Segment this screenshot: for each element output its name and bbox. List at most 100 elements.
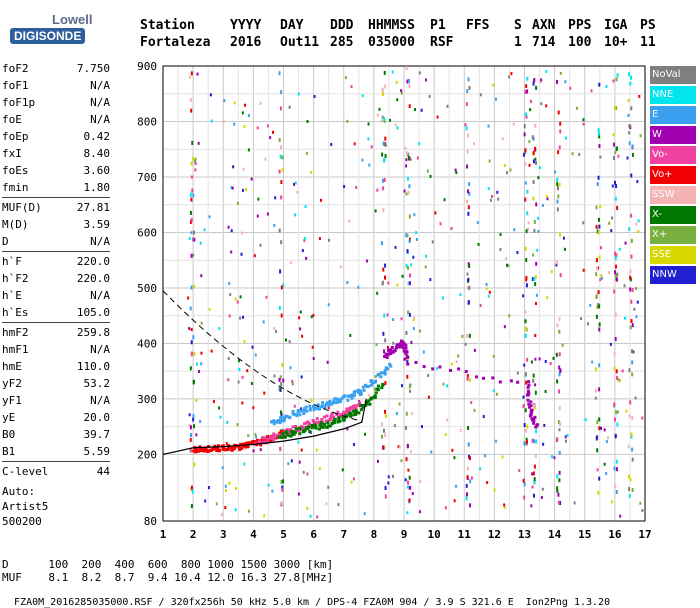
noise-echo: [200, 274, 203, 278]
noise-echo: [229, 293, 232, 297]
interference-echo: [627, 72, 630, 77]
echo-point: [380, 386, 384, 390]
noise-echo: [639, 501, 642, 505]
interference-echo: [523, 441, 526, 446]
echo-point: [312, 408, 316, 412]
echo-point: [361, 405, 365, 409]
noise-echo: [439, 222, 442, 226]
interference-echo: [524, 326, 527, 331]
noise-echo: [195, 433, 198, 437]
y-tick-label: 80: [144, 515, 157, 528]
noise-echo: [370, 145, 373, 149]
noise-echo: [535, 293, 538, 297]
param-value: 220.0: [76, 272, 110, 285]
noise-echo: [228, 481, 231, 485]
param-value: 39.7: [83, 428, 111, 441]
header-label-7: S: [514, 18, 522, 33]
interference-echo: [535, 439, 538, 444]
interference-echo: [382, 141, 385, 146]
interference-echo: [533, 477, 536, 482]
header-label-11: PS: [640, 18, 656, 33]
noise-echo: [546, 296, 549, 300]
noise-echo: [413, 213, 416, 217]
interference-echo: [280, 479, 283, 484]
noise-echo: [614, 151, 617, 155]
muf-row-value: 10.4: [167, 571, 201, 584]
echo-point: [353, 389, 357, 393]
interference-echo: [614, 417, 617, 422]
echo-point: [386, 367, 390, 371]
noise-echo: [326, 360, 329, 364]
noise-echo: [605, 85, 608, 89]
noise-echo: [376, 113, 379, 117]
header-labels-row: Station YYYY DAY DDD HHMMSS P1 FFS S AXN PPS IGA PS: [140, 18, 700, 35]
muf-row-value: [MHz]: [300, 571, 334, 584]
distance-row: D 100 200 400 600 800 1000 1500 3000 [km…: [2, 558, 333, 571]
param-row: foEs 3.60: [2, 162, 110, 179]
interference-echo: [596, 435, 599, 440]
echo-point: [351, 404, 355, 408]
interference-echo: [467, 426, 470, 431]
interference-echo: [280, 501, 283, 506]
noise-echo: [635, 315, 638, 319]
noise-echo: [464, 123, 467, 127]
param-value: N/A: [90, 343, 110, 356]
echo-point: [272, 435, 276, 439]
echo-point: [277, 435, 281, 439]
noise-echo: [247, 434, 250, 438]
interference-echo: [524, 161, 527, 166]
noise-echo: [244, 188, 247, 192]
echo-point: [369, 383, 373, 387]
interference-echo: [524, 197, 527, 202]
interference-echo: [280, 240, 283, 245]
interference-echo: [526, 89, 529, 94]
noise-echo: [239, 295, 242, 299]
echo-point: [331, 400, 335, 404]
noise-echo: [200, 351, 203, 355]
param-value: 3.59: [83, 218, 111, 231]
interference-echo: [557, 420, 560, 425]
noise-echo: [470, 401, 473, 405]
echo-point: [390, 345, 394, 349]
noise-echo: [591, 360, 594, 364]
noise-echo: [488, 159, 491, 163]
interference-echo: [595, 367, 598, 372]
interference-echo: [630, 432, 633, 437]
echo-point: [335, 413, 339, 417]
noise-echo: [406, 485, 409, 489]
echo-point: [342, 418, 346, 422]
echo-point: [278, 431, 282, 435]
param-value: N/A: [90, 113, 110, 126]
noise-echo: [209, 93, 212, 97]
echo-point: [377, 373, 381, 377]
header-value-2: Out11: [280, 35, 320, 50]
echo-point: [303, 421, 307, 425]
echo-point: [414, 360, 418, 364]
interference-echo: [383, 313, 386, 318]
param-value: 105.0: [76, 306, 110, 319]
interference-echo: [614, 272, 617, 277]
interference-echo: [631, 144, 634, 149]
noise-echo: [499, 233, 502, 237]
noise-echo: [225, 442, 228, 446]
interference-echo: [407, 281, 410, 286]
interference-echo: [465, 492, 468, 497]
auto-line-3: 500200: [2, 515, 42, 528]
noise-echo: [528, 140, 531, 144]
noise-echo: [633, 307, 636, 311]
noise-echo: [325, 502, 328, 506]
interference-echo: [598, 134, 601, 139]
echo-point: [285, 414, 289, 418]
interference-echo: [383, 142, 386, 147]
param-row: foF2 7.750: [2, 60, 110, 77]
interference-echo: [384, 380, 387, 385]
y-tick-label: 400: [137, 337, 157, 350]
noise-echo: [250, 381, 253, 385]
noise-echo: [641, 509, 644, 513]
noise-echo: [210, 349, 213, 353]
interference-echo: [405, 66, 408, 71]
echo-point: [312, 404, 316, 408]
noise-echo: [562, 236, 565, 240]
interference-echo: [532, 159, 535, 164]
interference-echo: [532, 150, 535, 155]
